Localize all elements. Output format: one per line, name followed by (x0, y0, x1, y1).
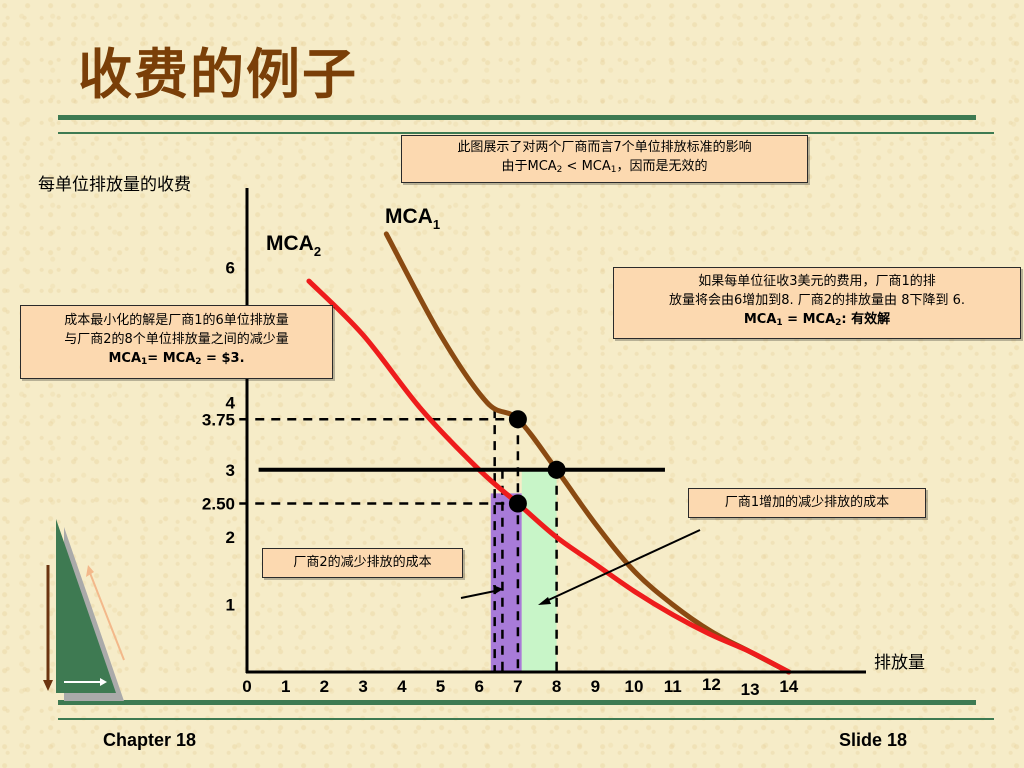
callout-right-line3: MCA1 = MCA2: 有效解 (743, 312, 891, 328)
callout-left-line3: MCA1= MCA2 = $3. (108, 351, 245, 367)
callout-top-line1: 此图展示了对两个厂商而言7个单位排放标准的影响 (457, 140, 752, 155)
footer-slide: Slide 18 (839, 730, 908, 750)
x-tick-label: 4 (397, 677, 407, 696)
data-point-1 (508, 410, 527, 429)
title-divider-thin (58, 132, 994, 134)
x-tick-label: 14 (779, 677, 798, 696)
firm1-pointer-arrowhead (538, 597, 551, 605)
x-tick-label: 3 (358, 677, 367, 696)
callout-left-line2: 与厂商2的8个单位排放量之间的减少量 (64, 332, 289, 347)
callout-fee-efficient: 如果每单位征收3美元的费用，厂商1的排 放量将会由6增加到8. 厂商2的排放量由… (613, 267, 1021, 339)
x-tick-label: 8 (552, 677, 561, 696)
mca1-label: MCA1 (385, 205, 440, 232)
x-tick-label: 7 (513, 677, 522, 696)
firm2-pointer-arrowhead (493, 585, 503, 594)
series-line-mca2 (306, 278, 792, 675)
callout-right-line2: 放量将会由6增加到8. 厂商2的排放量由 8下降到 6. (668, 293, 966, 308)
x-tick-label: 1 (281, 677, 290, 696)
callout-standard-inefficient: 此图展示了对两个厂商而言7个单位排放标准的影响 由于MCA2 < MCA1，因而… (401, 135, 808, 183)
shaded-region-2 (521, 469, 557, 672)
callout-firm1-cost: 厂商1增加的减少排放的成本 (688, 488, 926, 518)
x-axis-label: 排放量 (874, 653, 925, 673)
callout-top-line2: 由于MCA2 < MCA1，因而是无效的 (501, 159, 708, 175)
firm1-pointer-arrow (541, 529, 701, 604)
y-tick-label: 2 (226, 528, 235, 547)
y-tick-label: 2.50 (202, 495, 235, 514)
triangle-decoration-icon (43, 519, 125, 701)
y-tick-label: 6 (226, 259, 235, 278)
title-divider (58, 115, 976, 120)
x-tick-label: 6 (474, 677, 483, 696)
x-tick-label: 5 (436, 677, 445, 696)
y-tick-label: 3 (226, 461, 235, 480)
page-title: 收费的例子 (78, 42, 358, 106)
footer-divider-thin (58, 718, 994, 720)
y-tick-label: 4 (226, 393, 236, 412)
callout-firm2-cost: 厂商2的减少排放的成本 (262, 548, 463, 578)
y-tick-label: 3.75 (202, 410, 235, 429)
callout-right-line1: 如果每单位征收3美元的费用，厂商1的排 (698, 274, 936, 289)
footer-divider (58, 700, 976, 705)
callout-cost-minimizing: 成本最小化的解是厂商1的6单位排放量 与厂商2的8个单位排放量之间的减少量 MC… (20, 305, 333, 379)
x-tick-label: 0 (242, 677, 251, 696)
data-point-3 (508, 494, 527, 513)
callout-left-line1: 成本最小化的解是厂商1的6单位排放量 (64, 313, 289, 328)
y-axis-label: 每单位排放量的收费 (38, 175, 191, 195)
mca2-label: MCA2 (266, 232, 321, 259)
data-point-2 (547, 460, 566, 479)
x-tick-label: 9 (591, 677, 600, 696)
x-tick-label: 13 (741, 680, 760, 699)
x-tick-label: 2 (320, 677, 329, 696)
x-tick-label: 11 (664, 677, 682, 696)
x-tick-label: 10 (625, 677, 644, 696)
footer-chapter: Chapter 18 (103, 730, 197, 750)
x-tick-label: 12 (702, 675, 721, 694)
y-tick-label: 1 (226, 596, 235, 615)
firm2-pointer-arrow (460, 589, 501, 599)
shaded-region-1 (490, 493, 522, 672)
